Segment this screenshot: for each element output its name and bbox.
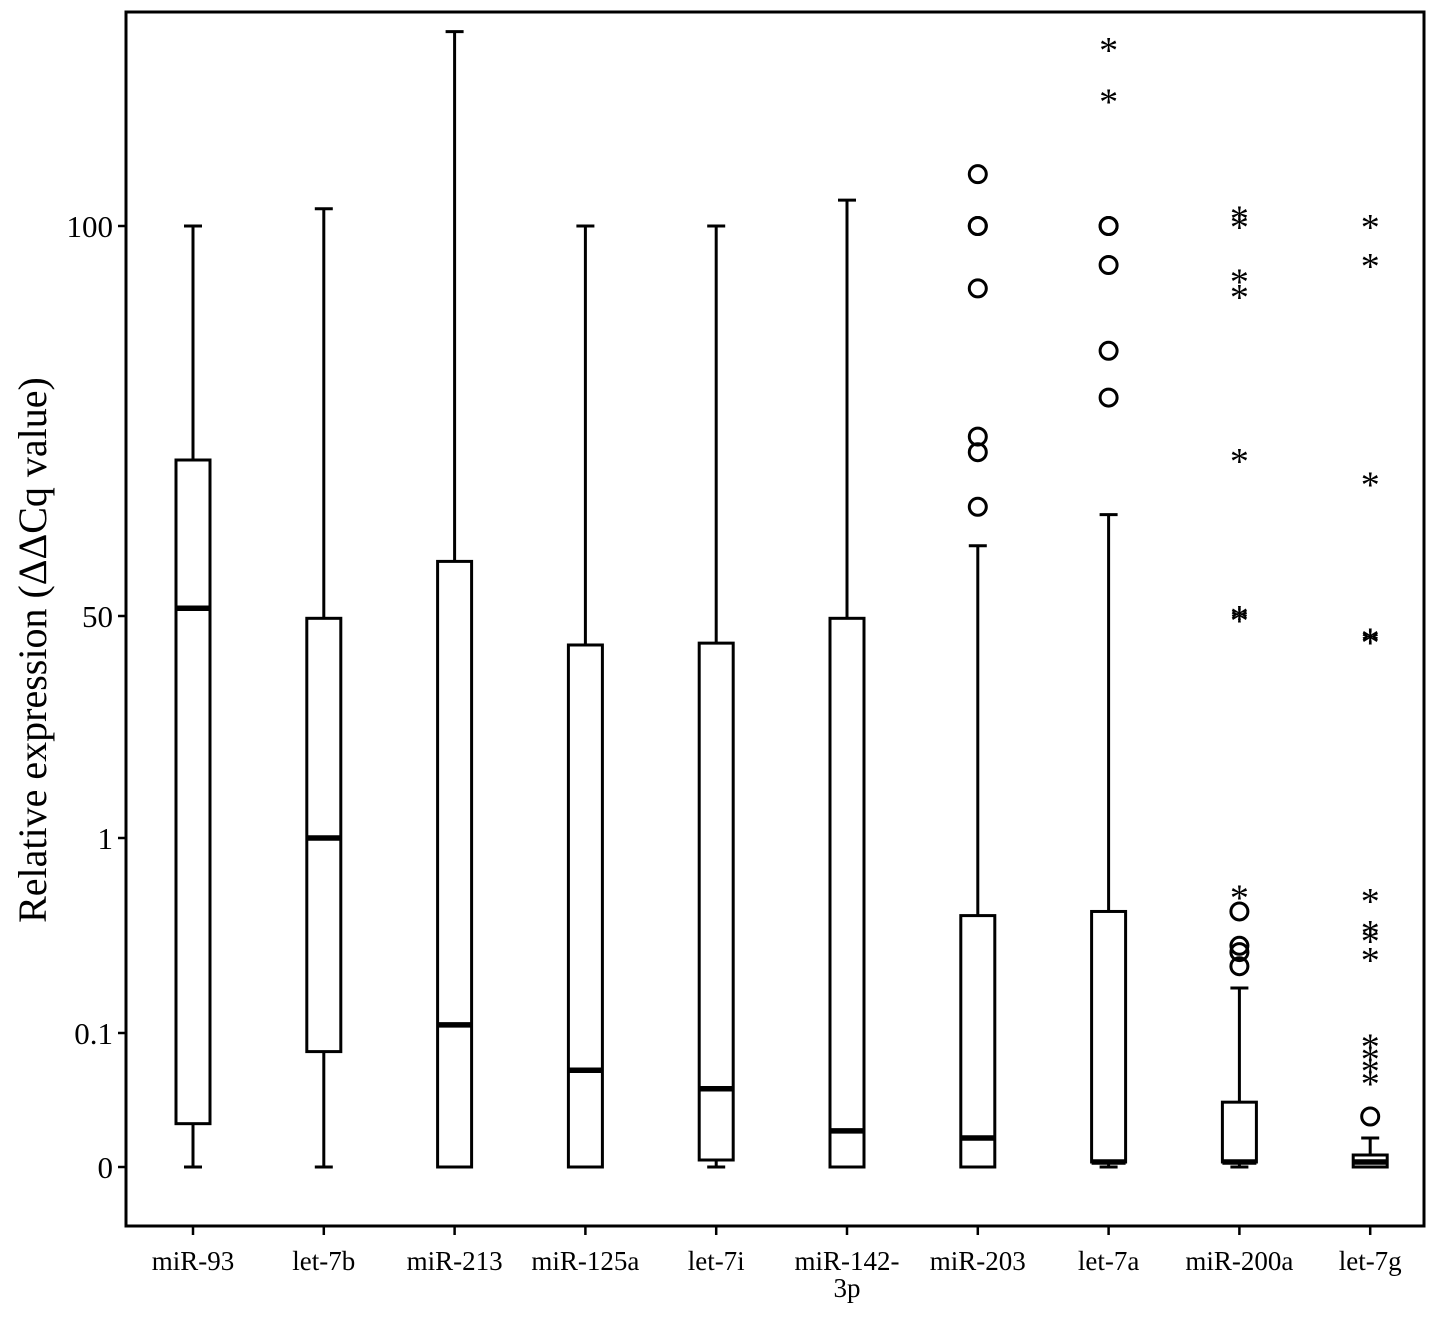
- box-group: [697, 224, 735, 1169]
- box-group: [174, 224, 212, 1169]
- y-axis: 0 0.1 1 50 100: [67, 209, 126, 1185]
- x-tick-label: miR-203: [930, 1246, 1026, 1276]
- extreme-star: *: [1230, 878, 1249, 920]
- x-tick-label: 3p: [834, 1273, 861, 1303]
- extreme-star: *: [1361, 921, 1380, 963]
- x-tick-label: miR-93: [152, 1246, 235, 1276]
- extreme-star: *: [1361, 1026, 1380, 1068]
- x-tick-label: miR-142-: [795, 1246, 900, 1276]
- box-group: [1220, 986, 1258, 1169]
- y-tick-label: 1: [98, 821, 114, 856]
- outlier-circle: [1229, 942, 1250, 963]
- box-iqr: [1090, 909, 1128, 1164]
- y-axis-title: Relative expression (ΔΔCq value): [10, 377, 55, 923]
- extreme-star: *: [1230, 441, 1249, 483]
- outlier-circle: [1098, 216, 1119, 236]
- outlier-circle: [1098, 255, 1119, 275]
- y-tick-label: 0: [98, 1150, 114, 1185]
- box-group: [436, 30, 474, 1169]
- box-group: [305, 207, 343, 1169]
- x-tick-label: let-7g: [1339, 1246, 1402, 1276]
- extreme-star: *: [1099, 30, 1118, 72]
- outlier-circle: [967, 216, 988, 236]
- extreme-star: *: [1230, 277, 1249, 319]
- extreme-star: *: [1361, 207, 1380, 249]
- outlier-circle: [1098, 387, 1119, 408]
- box-group: [959, 544, 997, 1169]
- extreme-star: *: [1361, 881, 1380, 923]
- box-iqr: [828, 616, 866, 1169]
- x-tick-label: miR-200a: [1185, 1246, 1293, 1276]
- outlier-circle: [967, 278, 988, 299]
- outlier-circle: [1229, 956, 1250, 977]
- x-tick-label: miR-213: [407, 1246, 503, 1276]
- extreme-star: *: [1361, 913, 1380, 955]
- outlier-circle: [1229, 935, 1250, 956]
- box-group: [1351, 1136, 1389, 1169]
- box-iqr: [174, 458, 212, 1126]
- box-iqr: [959, 914, 997, 1169]
- outlier-circle: [967, 496, 988, 517]
- extreme-star: *: [1099, 82, 1118, 124]
- x-tick-label: miR-125a: [531, 1246, 639, 1276]
- x-tick-label: let-7i: [688, 1246, 745, 1276]
- outlier-circle: [967, 164, 988, 185]
- x-axis: miR-93 let-7b miR-213 miR-125a let-7i miR-142…: [152, 1226, 1402, 1303]
- y-tick-label: 0.1: [74, 1016, 113, 1051]
- extreme-star: *: [1361, 1064, 1380, 1106]
- outlier-circle: [1098, 340, 1119, 361]
- box-iqr: [697, 641, 735, 1162]
- outlier-circle: [1360, 1106, 1381, 1127]
- box-group: [828, 198, 866, 1169]
- outlier-circle: [967, 442, 988, 463]
- box-series: [174, 30, 1389, 1169]
- y-tick-label: 50: [82, 599, 113, 634]
- extreme-star: *: [1361, 1039, 1380, 1081]
- extreme-star: *: [1361, 940, 1380, 982]
- box-iqr: [566, 643, 604, 1169]
- extreme-star: *: [1361, 246, 1380, 288]
- box-iqr: [436, 559, 474, 1169]
- box-group: [566, 224, 604, 1169]
- extreme-star: *: [1361, 622, 1380, 664]
- extreme-star: *: [1230, 262, 1249, 304]
- extreme-star: *: [1361, 1051, 1380, 1093]
- box-iqr: [305, 616, 343, 1054]
- plot-frame: [124, 10, 1426, 1228]
- box-group: [1090, 513, 1128, 1169]
- extreme-star: *: [1361, 621, 1380, 663]
- y-tick-label: 100: [67, 209, 114, 244]
- box-iqr: [1220, 1100, 1258, 1164]
- outlier-markers: ***********************: [967, 30, 1381, 1127]
- extreme-star: *: [1230, 207, 1249, 249]
- extreme-star: *: [1230, 601, 1249, 643]
- x-tick-label: let-7a: [1078, 1246, 1139, 1276]
- outlier-circle: [1229, 901, 1250, 922]
- extreme-star: *: [1230, 598, 1249, 640]
- x-tick-label: let-7b: [292, 1246, 355, 1276]
- extreme-star: *: [1230, 198, 1249, 240]
- extreme-star: *: [1361, 464, 1380, 506]
